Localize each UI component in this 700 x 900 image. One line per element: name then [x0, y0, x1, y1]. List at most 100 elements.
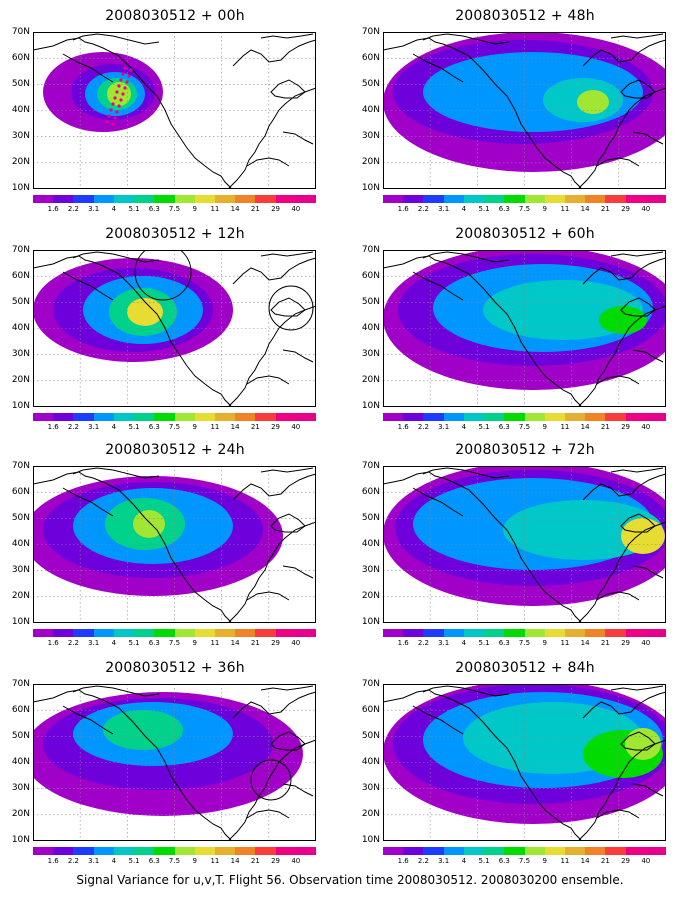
colorbar-swatch	[564, 195, 586, 203]
coastline	[270, 297, 306, 317]
colorbar-swatch	[645, 195, 667, 203]
coastline	[246, 591, 290, 601]
observation-point	[121, 92, 125, 96]
observation-point	[123, 66, 127, 70]
coastline	[33, 689, 232, 841]
coastline	[282, 349, 314, 363]
colorbar-swatch	[443, 413, 464, 421]
colorbar-label: 5.1	[128, 857, 140, 865]
lat-tick-label: 50N	[361, 513, 380, 523]
lat-tick-label: 70N	[361, 461, 380, 471]
colorbar-swatch	[544, 195, 565, 203]
colorbar-label: 3.1	[438, 205, 450, 213]
colorbar-label: 6.3	[498, 857, 510, 865]
colorbar-label: 40	[291, 857, 301, 865]
coastline	[422, 467, 510, 479]
coastline	[282, 131, 314, 145]
colorbar-swatch	[625, 195, 646, 203]
variance-contour	[625, 728, 661, 760]
coastline	[632, 349, 664, 363]
lat-tick-label: 70N	[11, 245, 30, 255]
coastline	[620, 297, 656, 317]
colorbar-label: 5.1	[478, 423, 490, 431]
lat-tick-label: 20N	[11, 375, 30, 385]
colorbar-label: 2.2	[417, 639, 429, 647]
colorbar-label: 14	[580, 423, 590, 431]
lat-tick-label: 20N	[361, 809, 380, 819]
lat-tick-label: 10N	[361, 183, 380, 193]
coastline	[232, 691, 316, 719]
coastline	[228, 521, 316, 623]
lat-tick-label: 60N	[361, 705, 380, 715]
colorbar-swatch	[235, 629, 256, 637]
colorbar-label: 9	[542, 857, 547, 865]
colorbar-label: 9	[192, 857, 197, 865]
colorbar-label: 3.1	[88, 423, 100, 431]
colorbar-swatch	[295, 413, 317, 421]
colorbar-labels: 1.6 2.2 3.1 4 5.1 6.3 7.5 9 11 14 21 29 40	[383, 639, 666, 649]
colorbar-swatch	[403, 629, 424, 637]
observation-point	[113, 96, 117, 100]
lat-tick-label: 10N	[11, 401, 30, 411]
variance-map	[33, 684, 316, 841]
colorbar-swatch	[504, 629, 525, 637]
map-panel: 2008030512 + 84h70N60N50N40N30N20N10N180…	[350, 654, 700, 872]
lat-tick-label: 40N	[11, 323, 30, 333]
lat-tick-label: 50N	[361, 731, 380, 741]
colorbar-label: 3.1	[88, 857, 100, 865]
colorbar-label: 6.3	[148, 423, 160, 431]
coastline	[282, 565, 314, 579]
colorbar-swatch	[154, 195, 175, 203]
colorbar-swatch	[255, 847, 276, 855]
lat-tick-label: 70N	[361, 27, 380, 37]
colorbar-label: 29	[271, 857, 281, 865]
colorbar-swatch	[174, 195, 195, 203]
observation-point	[129, 68, 133, 72]
colorbar-label: 11	[560, 857, 570, 865]
colorbar-swatch	[214, 195, 236, 203]
lat-tick-label: 30N	[11, 131, 30, 141]
colorbar-label: 21	[600, 205, 610, 213]
colorbar-swatch	[134, 847, 155, 855]
colorbar-swatch	[484, 413, 505, 421]
colorbar-label: 2.2	[67, 423, 79, 431]
variance-contour	[577, 90, 609, 114]
coastline	[582, 691, 666, 719]
variance-map	[33, 466, 316, 623]
colorbar-swatch	[544, 629, 565, 637]
coastline	[596, 375, 640, 385]
colorbar-label: 5.1	[478, 205, 490, 213]
colorbar-label: 21	[250, 423, 260, 431]
figure-caption: Signal Variance for u,v,T. Flight 56. Ob…	[76, 873, 624, 887]
colorbar-swatch	[275, 847, 296, 855]
colorbar-label: 9	[542, 639, 547, 647]
coastline	[33, 471, 232, 623]
coastline	[578, 87, 666, 189]
coastline	[383, 37, 582, 189]
coastline	[412, 53, 464, 83]
colorbar-swatch	[605, 195, 626, 203]
coastline	[72, 467, 160, 479]
map-field	[383, 32, 666, 189]
colorbar-swatch	[645, 413, 667, 421]
lat-tick-label: 20N	[11, 809, 30, 819]
colorbar-label: 2.2	[417, 205, 429, 213]
colorbar-label: 14	[230, 639, 240, 647]
colorbar-label: 40	[641, 423, 651, 431]
panel-title: 2008030512 + 12h	[105, 226, 245, 242]
colorbar-label: 4	[461, 639, 467, 647]
lat-tick-label: 30N	[11, 565, 30, 575]
observation-point	[107, 114, 111, 118]
coastline	[578, 521, 666, 623]
colorbar-label: 14	[230, 423, 240, 431]
colorbar-label: 7.5	[168, 857, 181, 865]
colorbar-swatch	[235, 847, 256, 855]
panel-title: 2008030512 + 00h	[105, 8, 245, 24]
coastline	[383, 689, 582, 841]
lat-tick-label: 40N	[11, 539, 30, 549]
colorbar-label: 11	[560, 205, 570, 213]
coastline	[260, 685, 314, 691]
coastline	[62, 53, 114, 83]
colorbar-swatch	[605, 629, 626, 637]
observation-point	[123, 86, 127, 90]
